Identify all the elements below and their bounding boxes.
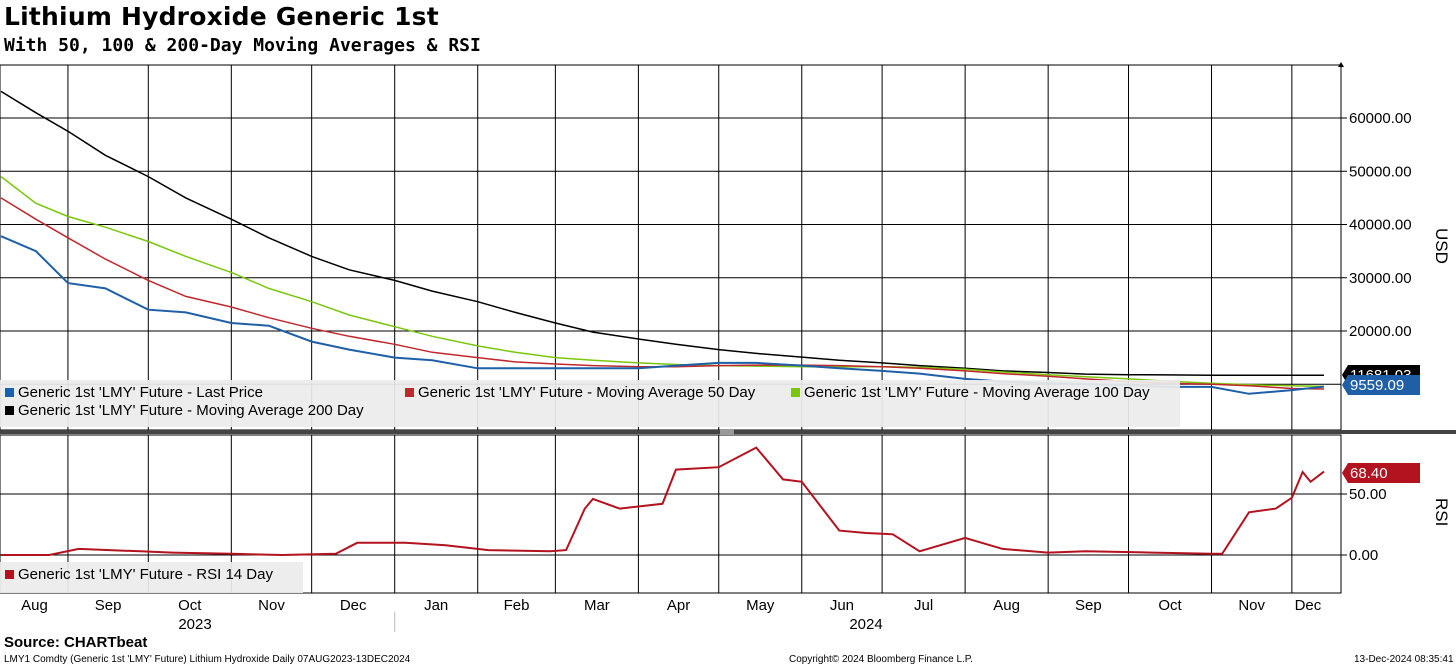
legend-label: Generic 1st 'LMY' Future - RSI 14 Day [18, 566, 273, 583]
legend-swatch-green [791, 388, 800, 397]
legend-background [0, 380, 1180, 427]
footer-copyright: Copyright© 2024 Bloomberg Finance L.P. [789, 654, 973, 665]
divider-handle [720, 429, 734, 435]
rsi-line [1, 446, 1325, 557]
last-value-price: 9559.09 [1342, 375, 1420, 395]
year-label: 2023 [178, 616, 211, 633]
x-tick-label: Sep [1075, 597, 1102, 614]
x-tick-label: Jun [830, 597, 854, 614]
legend-swatch-rsi [5, 570, 14, 579]
y-tick-label: 50.00 [1349, 486, 1387, 503]
legend-swatch-blue [5, 388, 14, 397]
y-tick-label: 20000.00 [1349, 323, 1412, 340]
x-tick-label: Feb [504, 597, 530, 614]
series-line [0, 235, 1325, 395]
x-tick-label: Oct [1158, 597, 1182, 614]
x-tick-label: Nov [258, 597, 285, 614]
legend-rsi: Generic 1st 'LMY' Future - RSI 14 Day [5, 566, 273, 583]
series-line [0, 90, 1324, 377]
x-tick-label: Jan [424, 597, 448, 614]
y-tick-label: 50000.00 [1349, 163, 1412, 180]
y-tick-label: 40000.00 [1349, 217, 1412, 234]
rsi-y-axis-label: RSI [1432, 498, 1451, 526]
x-tick-label: May [746, 597, 775, 614]
value-label-text: 9559.09 [1350, 377, 1404, 394]
value-label-text: 68.40 [1350, 465, 1388, 482]
chart-title: Lithium Hydroxide Generic 1st [4, 2, 439, 31]
x-tick-label: Aug [21, 597, 48, 614]
legend-ma50: Generic 1st 'LMY' Future - Moving Averag… [405, 384, 755, 401]
last-value-rsi: 68.40 [1342, 463, 1420, 483]
axis-arrow [1338, 62, 1344, 67]
series-lines [0, 90, 1325, 557]
x-tick-label: Apr [667, 597, 690, 614]
axes: 60000.00 50000.00 40000.00 30000.00 20000.00… [0, 62, 1451, 633]
footer-ticker-info: LMY1 Comdty (Generic 1st 'LMY' Future) L… [4, 654, 411, 665]
legend-swatch-red [405, 388, 414, 397]
year-label: 2024 [849, 616, 882, 633]
series-line [0, 176, 1325, 388]
price-y-axis-label: USD [1432, 228, 1451, 264]
x-tick-label: Jul [914, 597, 933, 614]
x-tick-label: Mar [584, 597, 610, 614]
source-label: Source: CHARTbeat [4, 634, 148, 651]
x-tick-label: Nov [1238, 597, 1265, 614]
series-line [0, 197, 1325, 390]
legend-last-price: Generic 1st 'LMY' Future - Last Price [5, 384, 263, 401]
legend-ma200: Generic 1st 'LMY' Future - Moving Averag… [5, 402, 364, 419]
legend-label: Generic 1st 'LMY' Future - Moving Averag… [18, 402, 364, 419]
legend-swatch-black [5, 406, 14, 415]
footer-timestamp: 13-Dec-2024 08:35:41 [1354, 654, 1454, 665]
legend-label: Generic 1st 'LMY' Future - Last Price [18, 384, 263, 401]
y-tick-label: 0.00 [1349, 547, 1378, 564]
chart-subtitle: With 50, 100 & 200-Day Moving Averages &… [4, 35, 481, 56]
x-tick-label: Sep [95, 597, 122, 614]
legend-background [0, 562, 303, 593]
grid [0, 64, 1456, 594]
value-label-box [1342, 463, 1420, 483]
legend-label: Generic 1st 'LMY' Future - Moving Averag… [418, 384, 756, 401]
legend-label: Generic 1st 'LMY' Future - Moving Averag… [804, 384, 1150, 401]
x-tick-label: Aug [993, 597, 1020, 614]
x-tick-label: Oct [178, 597, 202, 614]
y-tick-label: 60000.00 [1349, 110, 1412, 127]
value-label-box [1342, 375, 1420, 395]
x-tick-label: Dec [340, 597, 367, 614]
y-tick-label: 30000.00 [1349, 270, 1412, 287]
x-tick-label: Dec [1295, 597, 1322, 614]
legend-ma100: Generic 1st 'LMY' Future - Moving Averag… [791, 384, 1150, 401]
